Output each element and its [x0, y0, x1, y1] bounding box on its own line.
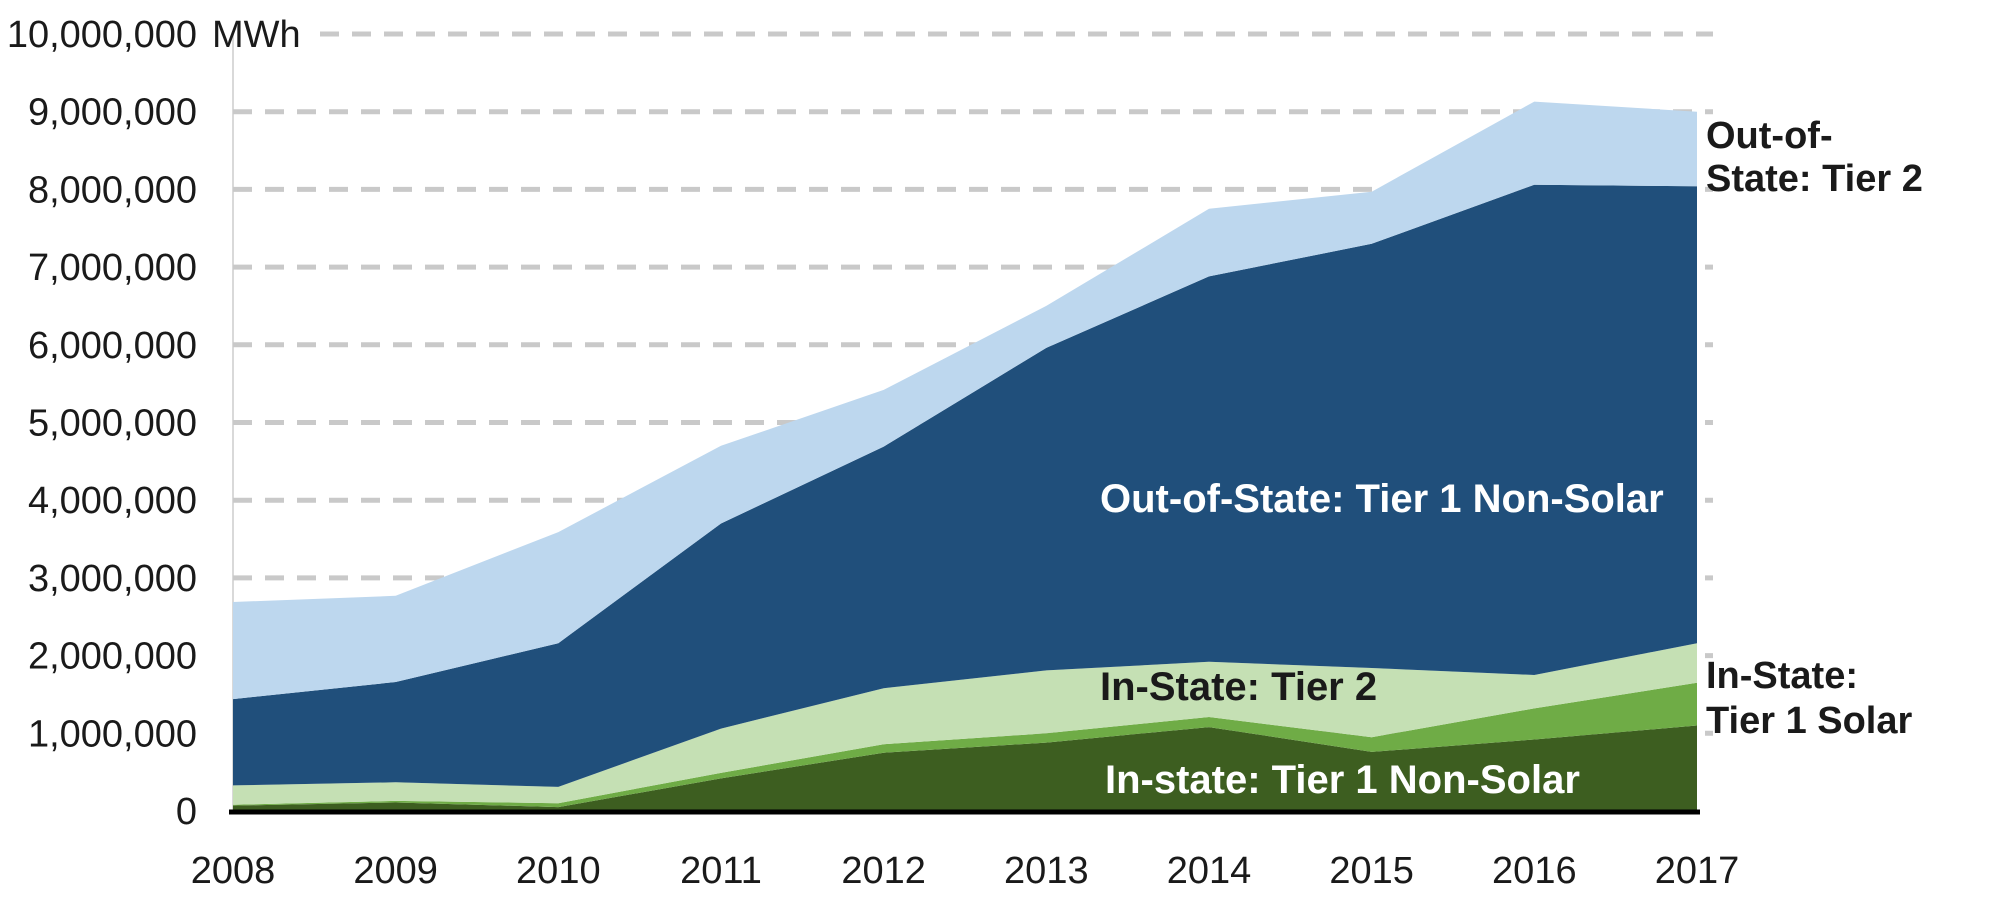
y-tick-label: 1,000,000: [28, 713, 197, 755]
series-label-out-of-state-tier2-line1: Out-of-: [1706, 115, 1833, 157]
y-tick-label: 9,000,000: [28, 92, 197, 134]
y-tick-label: 4,000,000: [28, 480, 197, 522]
x-tick-label-2013: 2013: [1004, 850, 1089, 892]
y-tick-label: 6,000,000: [28, 325, 197, 367]
x-tick-label-2008: 2008: [191, 850, 276, 892]
series-label-in-state-tier1-nonsolar: In-state: Tier 1 Non-Solar: [1105, 758, 1580, 802]
series-label-in-state-tier1-solar-line1: In-State:: [1706, 655, 1858, 697]
y-tick-label: 3,000,000: [28, 558, 197, 600]
y-tick-label: 7,000,000: [28, 247, 197, 289]
y-axis-unit-label: MWh: [212, 14, 301, 56]
area-in-state-tier-2: [233, 643, 1697, 805]
series-label-in-state-tier1-solar-line2: Tier 1 Solar: [1706, 700, 1913, 742]
y-tick-label: 2,000,000: [28, 636, 197, 678]
series-label-out-of-state-tier1-nonsolar: Out-of-State: Tier 1 Non-Solar: [1100, 477, 1664, 521]
area-out-of-state-tier-2: [233, 101, 1697, 700]
x-tick-label-2016: 2016: [1492, 850, 1577, 892]
area-out-of-state-tier-1-non-solar: [233, 184, 1697, 787]
y-tick-label: 0: [176, 791, 197, 833]
y-tick-label: 10,000,000: [7, 14, 197, 56]
x-tick-label-2012: 2012: [841, 850, 926, 892]
x-tick-label-2014: 2014: [1167, 850, 1252, 892]
area-in-state-tier-1-non-solar: [233, 725, 1697, 811]
area-in-state-tier-1-solar: [233, 682, 1697, 808]
x-tick-label-2010: 2010: [516, 850, 601, 892]
series-label-in-state-tier2: In-State: Tier 2: [1100, 665, 1377, 709]
x-tick-label-2011: 2011: [680, 850, 762, 892]
series-label-out-of-state-tier2-line2: State: Tier 2: [1706, 158, 1923, 200]
y-tick-label: 8,000,000: [28, 169, 197, 211]
x-tick-label-2017: 2017: [1655, 850, 1740, 892]
x-tick-label-2009: 2009: [353, 850, 438, 892]
y-tick-label: 5,000,000: [28, 403, 197, 445]
x-tick-label-2015: 2015: [1329, 850, 1414, 892]
